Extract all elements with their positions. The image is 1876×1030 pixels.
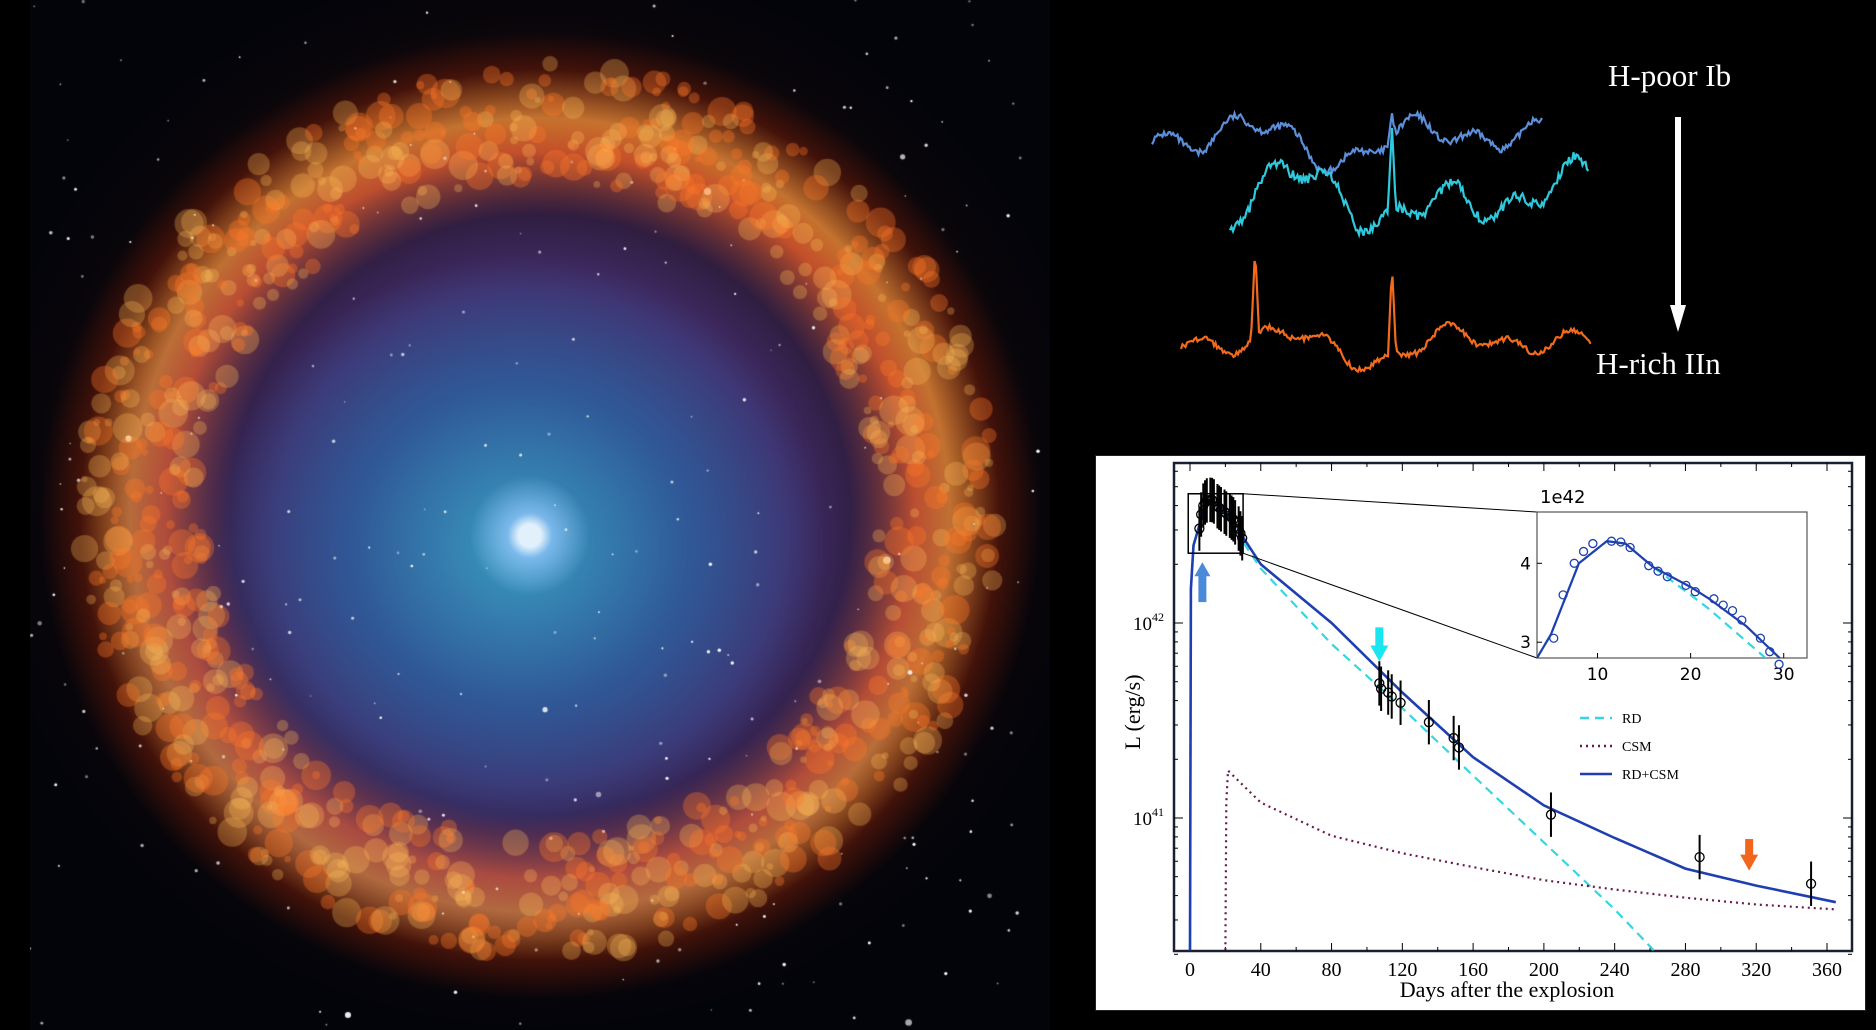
inset-data-point xyxy=(1681,580,1691,591)
data-point xyxy=(1694,851,1705,863)
legend-label: CSM xyxy=(1622,740,1652,755)
y-tick-label: 1042 xyxy=(1133,610,1164,635)
inset-data-point xyxy=(1653,566,1663,576)
spectrum-h-rich-iin xyxy=(1179,260,1592,374)
inset-data-point xyxy=(1727,605,1738,616)
inset-series-rd-plus-csm xyxy=(1537,540,1782,658)
x-tick-label: 280 xyxy=(1670,959,1700,981)
inset-data-point xyxy=(1755,633,1766,643)
inset-data-point xyxy=(1558,590,1568,600)
x-tick-label: 240 xyxy=(1600,959,1630,981)
arrow-down-icon xyxy=(1370,627,1389,662)
inset-data-point xyxy=(1606,536,1617,546)
zoom-connector xyxy=(1242,552,1538,659)
inset-data-point xyxy=(1578,546,1589,557)
spectrum-intermediate xyxy=(1228,127,1590,239)
inset-data-point xyxy=(1737,615,1747,625)
inset-data-point xyxy=(1709,594,1719,604)
inset-y-tick-label: 3 xyxy=(1520,633,1531,653)
inset-x-tick-label: 20 xyxy=(1680,665,1702,685)
inset-data-point xyxy=(1662,572,1672,582)
inset-data-point xyxy=(1616,537,1626,547)
light-curve-chart: 0 40 80 120 160 200 240 280 320 36010421041RDCSMR… xyxy=(1133,461,1854,981)
data-point xyxy=(1423,717,1435,728)
x-tick-label: 80 xyxy=(1322,959,1342,981)
inset-data-point xyxy=(1625,542,1635,553)
inset-y-tick-label: 4 xyxy=(1520,554,1531,574)
inset-data-point xyxy=(1549,633,1559,643)
inset-data-point xyxy=(1765,647,1775,657)
zoom-connector xyxy=(1243,493,1538,513)
data-point xyxy=(1194,523,1205,534)
spectra-plot xyxy=(1151,109,1592,374)
inset-data-point xyxy=(1690,587,1700,597)
data-point xyxy=(1395,697,1406,708)
data-point xyxy=(1374,678,1385,689)
data-point xyxy=(1237,533,1248,544)
y-tick-label: 1041 xyxy=(1133,805,1164,830)
inset-x-tick-label: 10 xyxy=(1587,665,1609,685)
x-tick-label: 160 xyxy=(1458,959,1488,981)
series-csm xyxy=(1224,768,1836,951)
legend-label: RD xyxy=(1622,712,1641,727)
y-axis-label: L (erg/s) xyxy=(1120,674,1145,749)
data-point xyxy=(1386,691,1397,702)
data-point xyxy=(1235,528,1246,539)
nebula-stars xyxy=(30,0,1050,1030)
inset-scale-label: 1e42 xyxy=(1540,487,1585,508)
inset-data-point xyxy=(1569,558,1579,568)
x-tick-label: 200 xyxy=(1529,959,1559,981)
arrow-down-icon xyxy=(1740,839,1759,871)
inset-frame xyxy=(1536,511,1808,659)
inset-x-tick-label: 30 xyxy=(1773,665,1795,685)
data-point xyxy=(1805,878,1817,889)
x-tick-label: 40 xyxy=(1251,959,1271,981)
spectrum-h-poor-ib xyxy=(1151,109,1543,178)
plot-frame xyxy=(1172,461,1854,953)
x-axis-label: Days after the explosion xyxy=(1400,977,1614,1002)
data-point xyxy=(1453,742,1465,753)
inset-data-point xyxy=(1644,561,1654,571)
x-tick-label: 360 xyxy=(1812,959,1842,981)
inset-data-point xyxy=(1774,659,1784,669)
x-tick-label: 0 xyxy=(1185,959,1195,981)
spectrum-label-h-poor: H-poor Ib xyxy=(1608,58,1732,93)
x-tick-label: 120 xyxy=(1387,959,1417,981)
spectrum-label-h-rich: H-rich IIn xyxy=(1596,346,1721,381)
spectra-arrow-down-icon xyxy=(1670,117,1686,332)
x-tick-label: 320 xyxy=(1741,959,1771,981)
zoom-box xyxy=(1187,493,1244,554)
data-point xyxy=(1545,809,1557,820)
arrow-up-icon xyxy=(1194,562,1211,603)
legend-label: RD+CSM xyxy=(1622,768,1679,783)
inset-data-point xyxy=(1718,600,1728,610)
inset-data-point xyxy=(1588,538,1598,549)
